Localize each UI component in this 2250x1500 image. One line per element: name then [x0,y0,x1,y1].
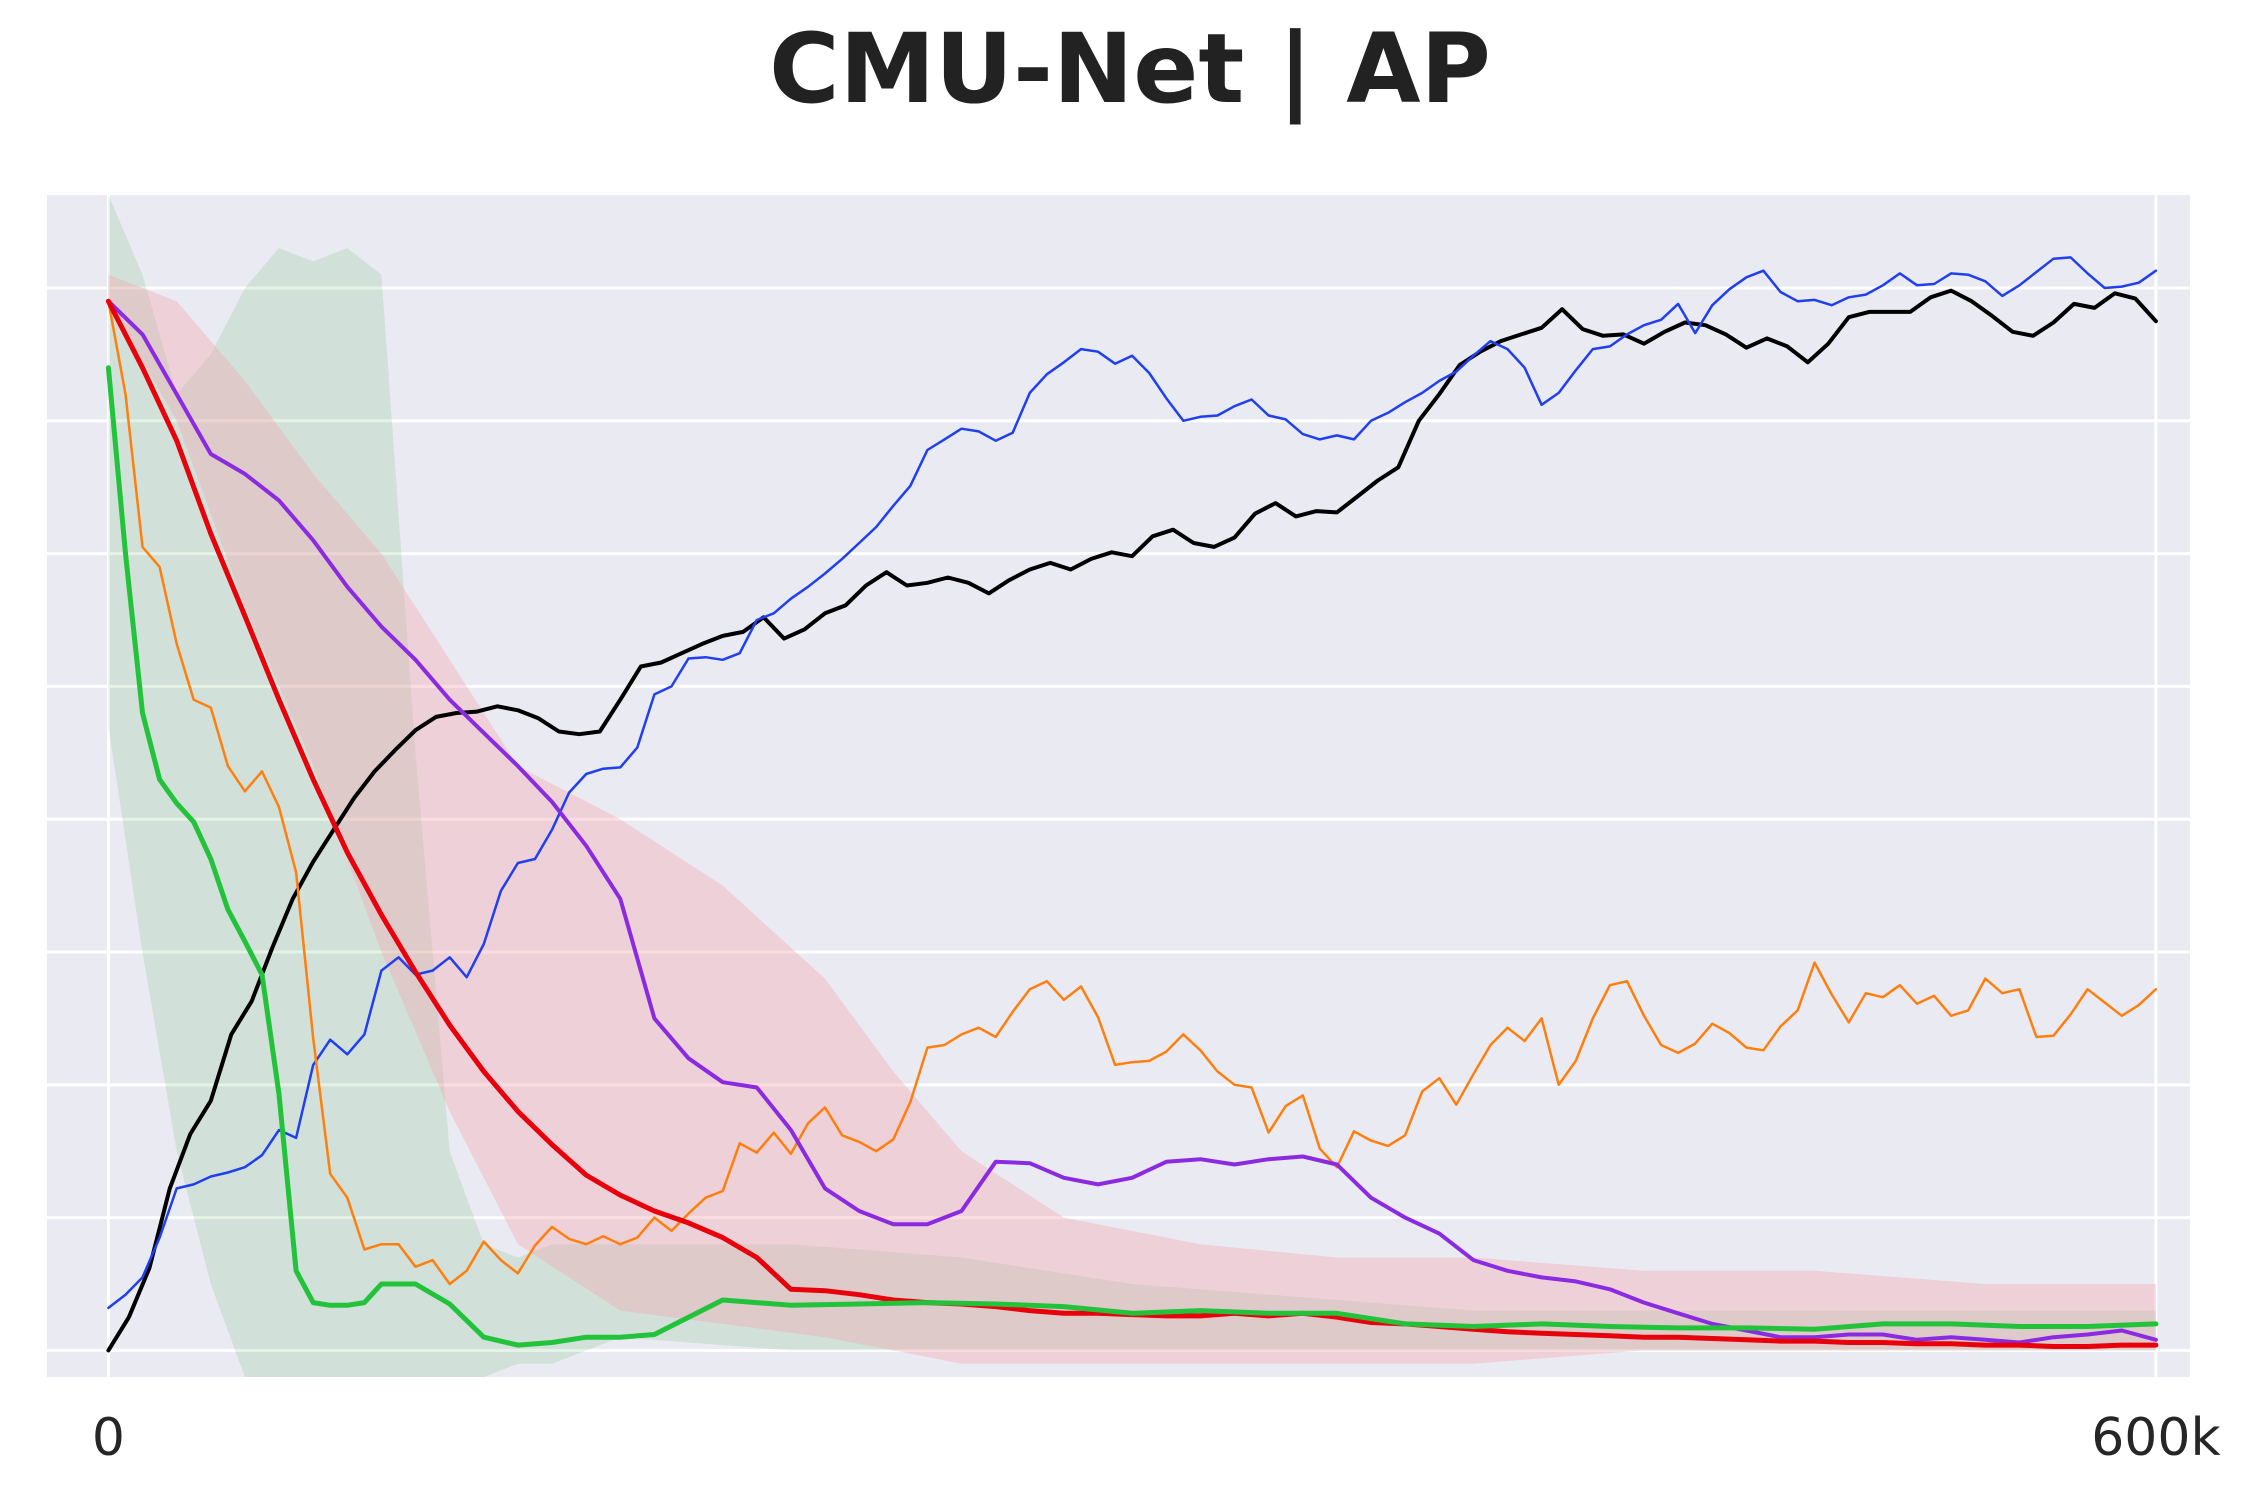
series-line-2 [107,299,2158,1286]
x-tick-label-0: 0 [92,1408,125,1468]
series-line-1 [107,256,2158,1310]
confidence-bands [108,195,2156,1377]
gridlines [47,195,2190,1377]
series-line-0 [106,288,2158,1353]
series-line-3 [106,299,2158,1345]
series-lines [105,256,2159,1353]
x-tick-labels: 0 600k [92,1408,2221,1468]
band-0 [108,195,2156,1377]
band-1 [108,274,2156,1364]
series-line-5 [105,365,2159,1348]
x-tick-label-1: 600k [2091,1408,2220,1468]
chart-title: CMU-Net | AP [769,13,1491,126]
